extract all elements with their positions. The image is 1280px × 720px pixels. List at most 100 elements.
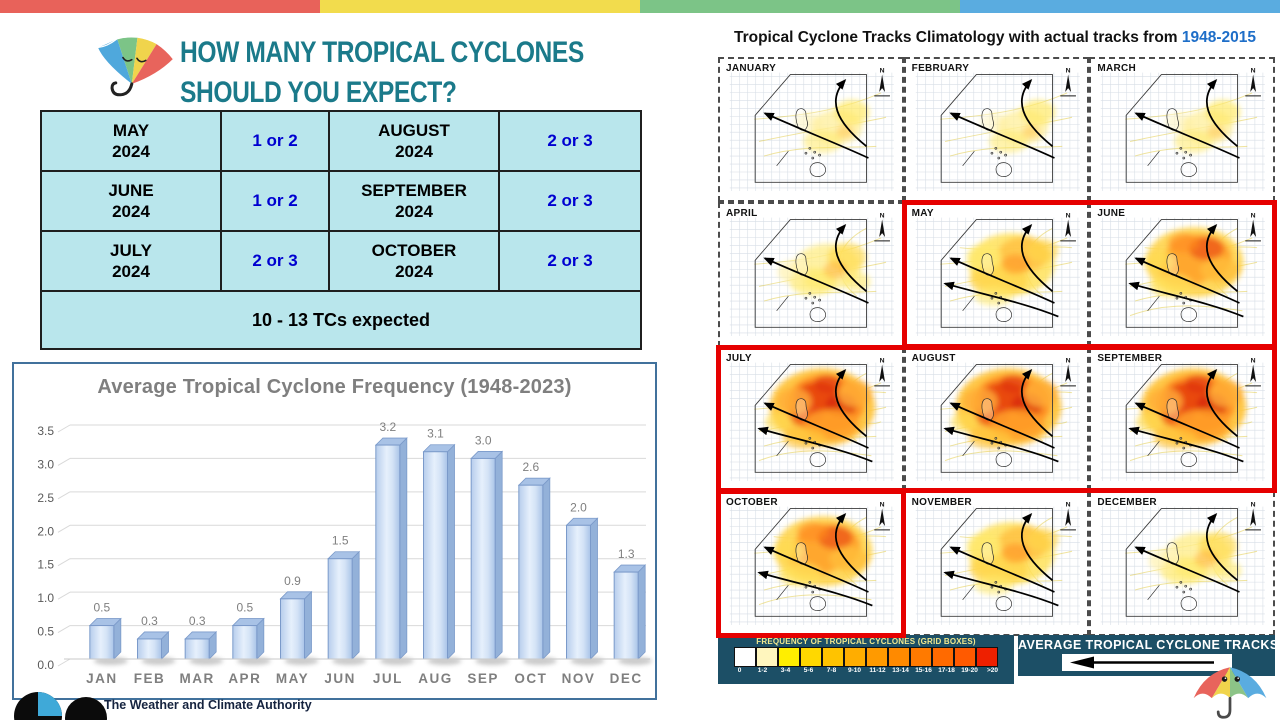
map-cell-february: N FEBRUARY bbox=[903, 57, 1090, 202]
north-arrow-icon: N bbox=[1245, 502, 1262, 531]
legend-swatch-19-20 bbox=[954, 647, 976, 667]
philippines-outline bbox=[776, 253, 826, 322]
bar-jan: 0.5 JAN bbox=[86, 601, 128, 686]
philippines-outline bbox=[962, 108, 1012, 177]
north-arrow-icon: N bbox=[1059, 212, 1076, 242]
track-map-svg: N bbox=[729, 68, 894, 192]
north-arrow-icon: N bbox=[1245, 212, 1262, 242]
map-cell-may: N MAY bbox=[903, 201, 1090, 347]
umbrella-logo-icon bbox=[97, 36, 174, 97]
monthly-track-maps-grid: N JANUARY N FEBRUARY N MARCH N APRIL N MAY N JUNE N J… bbox=[716, 57, 1277, 638]
track-map-svg: N bbox=[915, 502, 1080, 626]
bar-jun: 1.5 JUN bbox=[324, 534, 367, 686]
track-map-svg: N bbox=[729, 212, 894, 336]
track-map-svg: N bbox=[729, 357, 894, 481]
chart-title: Average Tropical Cyclone Frequency (1948… bbox=[97, 376, 572, 398]
agency-logo-icon bbox=[14, 692, 107, 720]
legend-swatch-15-16 bbox=[910, 647, 932, 667]
svg-text:1.5: 1.5 bbox=[332, 534, 349, 548]
table-row: JULY 2024 2 or 3 OCTOBER 2024 2 or 3 bbox=[40, 230, 642, 292]
track-map-svg: N bbox=[1101, 502, 1266, 626]
bar-apr: 0.5 APR bbox=[228, 601, 271, 686]
track-map-svg: N bbox=[729, 502, 894, 626]
table-footer-total: 10 - 13 TCs expected bbox=[40, 290, 642, 350]
legend-bin-label: 9-10 bbox=[847, 667, 861, 674]
legend-bin-label: 1-2 bbox=[757, 667, 768, 674]
chart-bars: 0.5 JAN 0.3 FEB 0.3 MAR 0.5 APR 0.9 MAY 1.5 JUN 3.2 J… bbox=[64, 420, 653, 686]
svg-text:JUN: JUN bbox=[324, 671, 356, 686]
track-map-svg: N bbox=[915, 68, 1080, 192]
svg-text:APR: APR bbox=[228, 671, 261, 686]
tracks-title-years: 1948-2015 bbox=[1181, 29, 1257, 46]
table-cell-month: OCTOBER 2024 bbox=[328, 230, 500, 292]
north-arrow-icon: N bbox=[1059, 357, 1076, 386]
svg-text:3.2: 3.2 bbox=[379, 420, 396, 434]
legend-swatch-7-8 bbox=[822, 647, 844, 667]
table-cell-value: 1 or 2 bbox=[220, 170, 330, 232]
legend-swatch->20 bbox=[976, 647, 998, 667]
page-title-line2: SHOULD YOU EXPECT? bbox=[180, 76, 457, 109]
map-cell-september: N SEPTEMBER bbox=[1089, 346, 1275, 492]
svg-text:0.0: 0.0 bbox=[37, 658, 54, 672]
legend-swatch-11-12 bbox=[866, 647, 888, 667]
average-track-arrow-box bbox=[1061, 654, 1232, 671]
table-cell-value: 2 or 3 bbox=[498, 170, 642, 232]
bar-feb: 0.3 FEB bbox=[134, 614, 176, 686]
map-cell-march: N MARCH bbox=[1089, 57, 1275, 202]
left-arrow-icon bbox=[1069, 656, 1214, 669]
svg-text:N: N bbox=[880, 357, 885, 364]
svg-text:N: N bbox=[1065, 68, 1070, 75]
north-arrow-icon: N bbox=[1059, 502, 1076, 531]
agency-tagline: The Weather and Climate Authority bbox=[104, 698, 312, 712]
svg-text:0.5: 0.5 bbox=[236, 601, 253, 615]
table-cell-month: JULY 2024 bbox=[40, 230, 222, 292]
svg-text:AUG: AUG bbox=[418, 671, 453, 686]
legend-bin-label: 15-16 bbox=[915, 667, 932, 674]
svg-text:MAY: MAY bbox=[276, 671, 309, 686]
svg-text:SEP: SEP bbox=[467, 671, 499, 686]
map-month-label: JUNE bbox=[1097, 207, 1126, 219]
frequency-scale-labels: 0 1-2 3-4 5-6 7-8 9-10 11-12 13-14 15-16 17-18 19-… bbox=[718, 667, 1014, 674]
table-cell-value: 2 or 3 bbox=[220, 230, 330, 292]
north-arrow-icon: N bbox=[874, 68, 890, 97]
philippines-outline bbox=[776, 108, 826, 177]
svg-text:JUL: JUL bbox=[373, 671, 403, 686]
svg-text:2.5: 2.5 bbox=[37, 491, 54, 505]
svg-text:DEC: DEC bbox=[610, 671, 643, 686]
table-cell-value: 2 or 3 bbox=[498, 230, 642, 292]
philippines-outline bbox=[962, 397, 1012, 467]
bar-chart-svg: 0.0 0.5 1.0 1.5 2.0 2.5 3.0 3.5 0.5 JAN 0.3 FEB 0.3 M… bbox=[37, 420, 653, 686]
ribbon-yellow-segment bbox=[320, 0, 640, 13]
map-month-label: JULY bbox=[726, 352, 752, 364]
frequency-legend: FREQUENCY OF TROPICAL CYCLONES (GRID BOX… bbox=[718, 635, 1014, 684]
ribbon-red-segment bbox=[0, 0, 320, 13]
legend-swatch-13-14 bbox=[888, 647, 910, 667]
svg-text:3.0: 3.0 bbox=[475, 433, 492, 447]
legend-bin-label: 7-8 bbox=[826, 667, 837, 674]
legend-bin-label: 11-12 bbox=[869, 667, 886, 674]
legend-bin-label: 19-20 bbox=[961, 667, 978, 674]
svg-text:NOV: NOV bbox=[562, 671, 596, 686]
legend-swatch-5-6 bbox=[800, 647, 822, 667]
table-cell-value: 2 or 3 bbox=[498, 110, 642, 172]
track-map-svg: N bbox=[1101, 357, 1266, 481]
bar-oct: 2.6 OCT bbox=[514, 460, 557, 686]
table-row: JUNE 2024 1 or 2 SEPTEMBER 2024 2 or 3 bbox=[40, 170, 642, 232]
table-cell-month: AUGUST 2024 bbox=[328, 110, 500, 172]
bar-dec: 1.3 DEC bbox=[610, 547, 653, 686]
map-cell-january: N JANUARY bbox=[718, 57, 904, 202]
north-arrow-icon: N bbox=[1245, 68, 1262, 97]
north-arrow-icon: N bbox=[874, 502, 890, 531]
map-month-label: OCTOBER bbox=[726, 497, 778, 509]
track-map-svg: N bbox=[915, 357, 1080, 481]
tracks-panel-title: Tropical Cyclone Tracks Climatology with… bbox=[712, 29, 1278, 47]
top-ribbon bbox=[0, 0, 1280, 13]
umbrella-mascot-icon bbox=[1193, 667, 1267, 719]
map-cell-october: N OCTOBER bbox=[718, 491, 904, 636]
ribbon-green-segment bbox=[640, 0, 960, 13]
legend-swatch-0 bbox=[734, 647, 756, 667]
table-cell-month: JUNE 2024 bbox=[40, 170, 222, 232]
track-map-svg: N bbox=[1101, 68, 1266, 192]
ribbon-blue-segment bbox=[960, 0, 1280, 13]
